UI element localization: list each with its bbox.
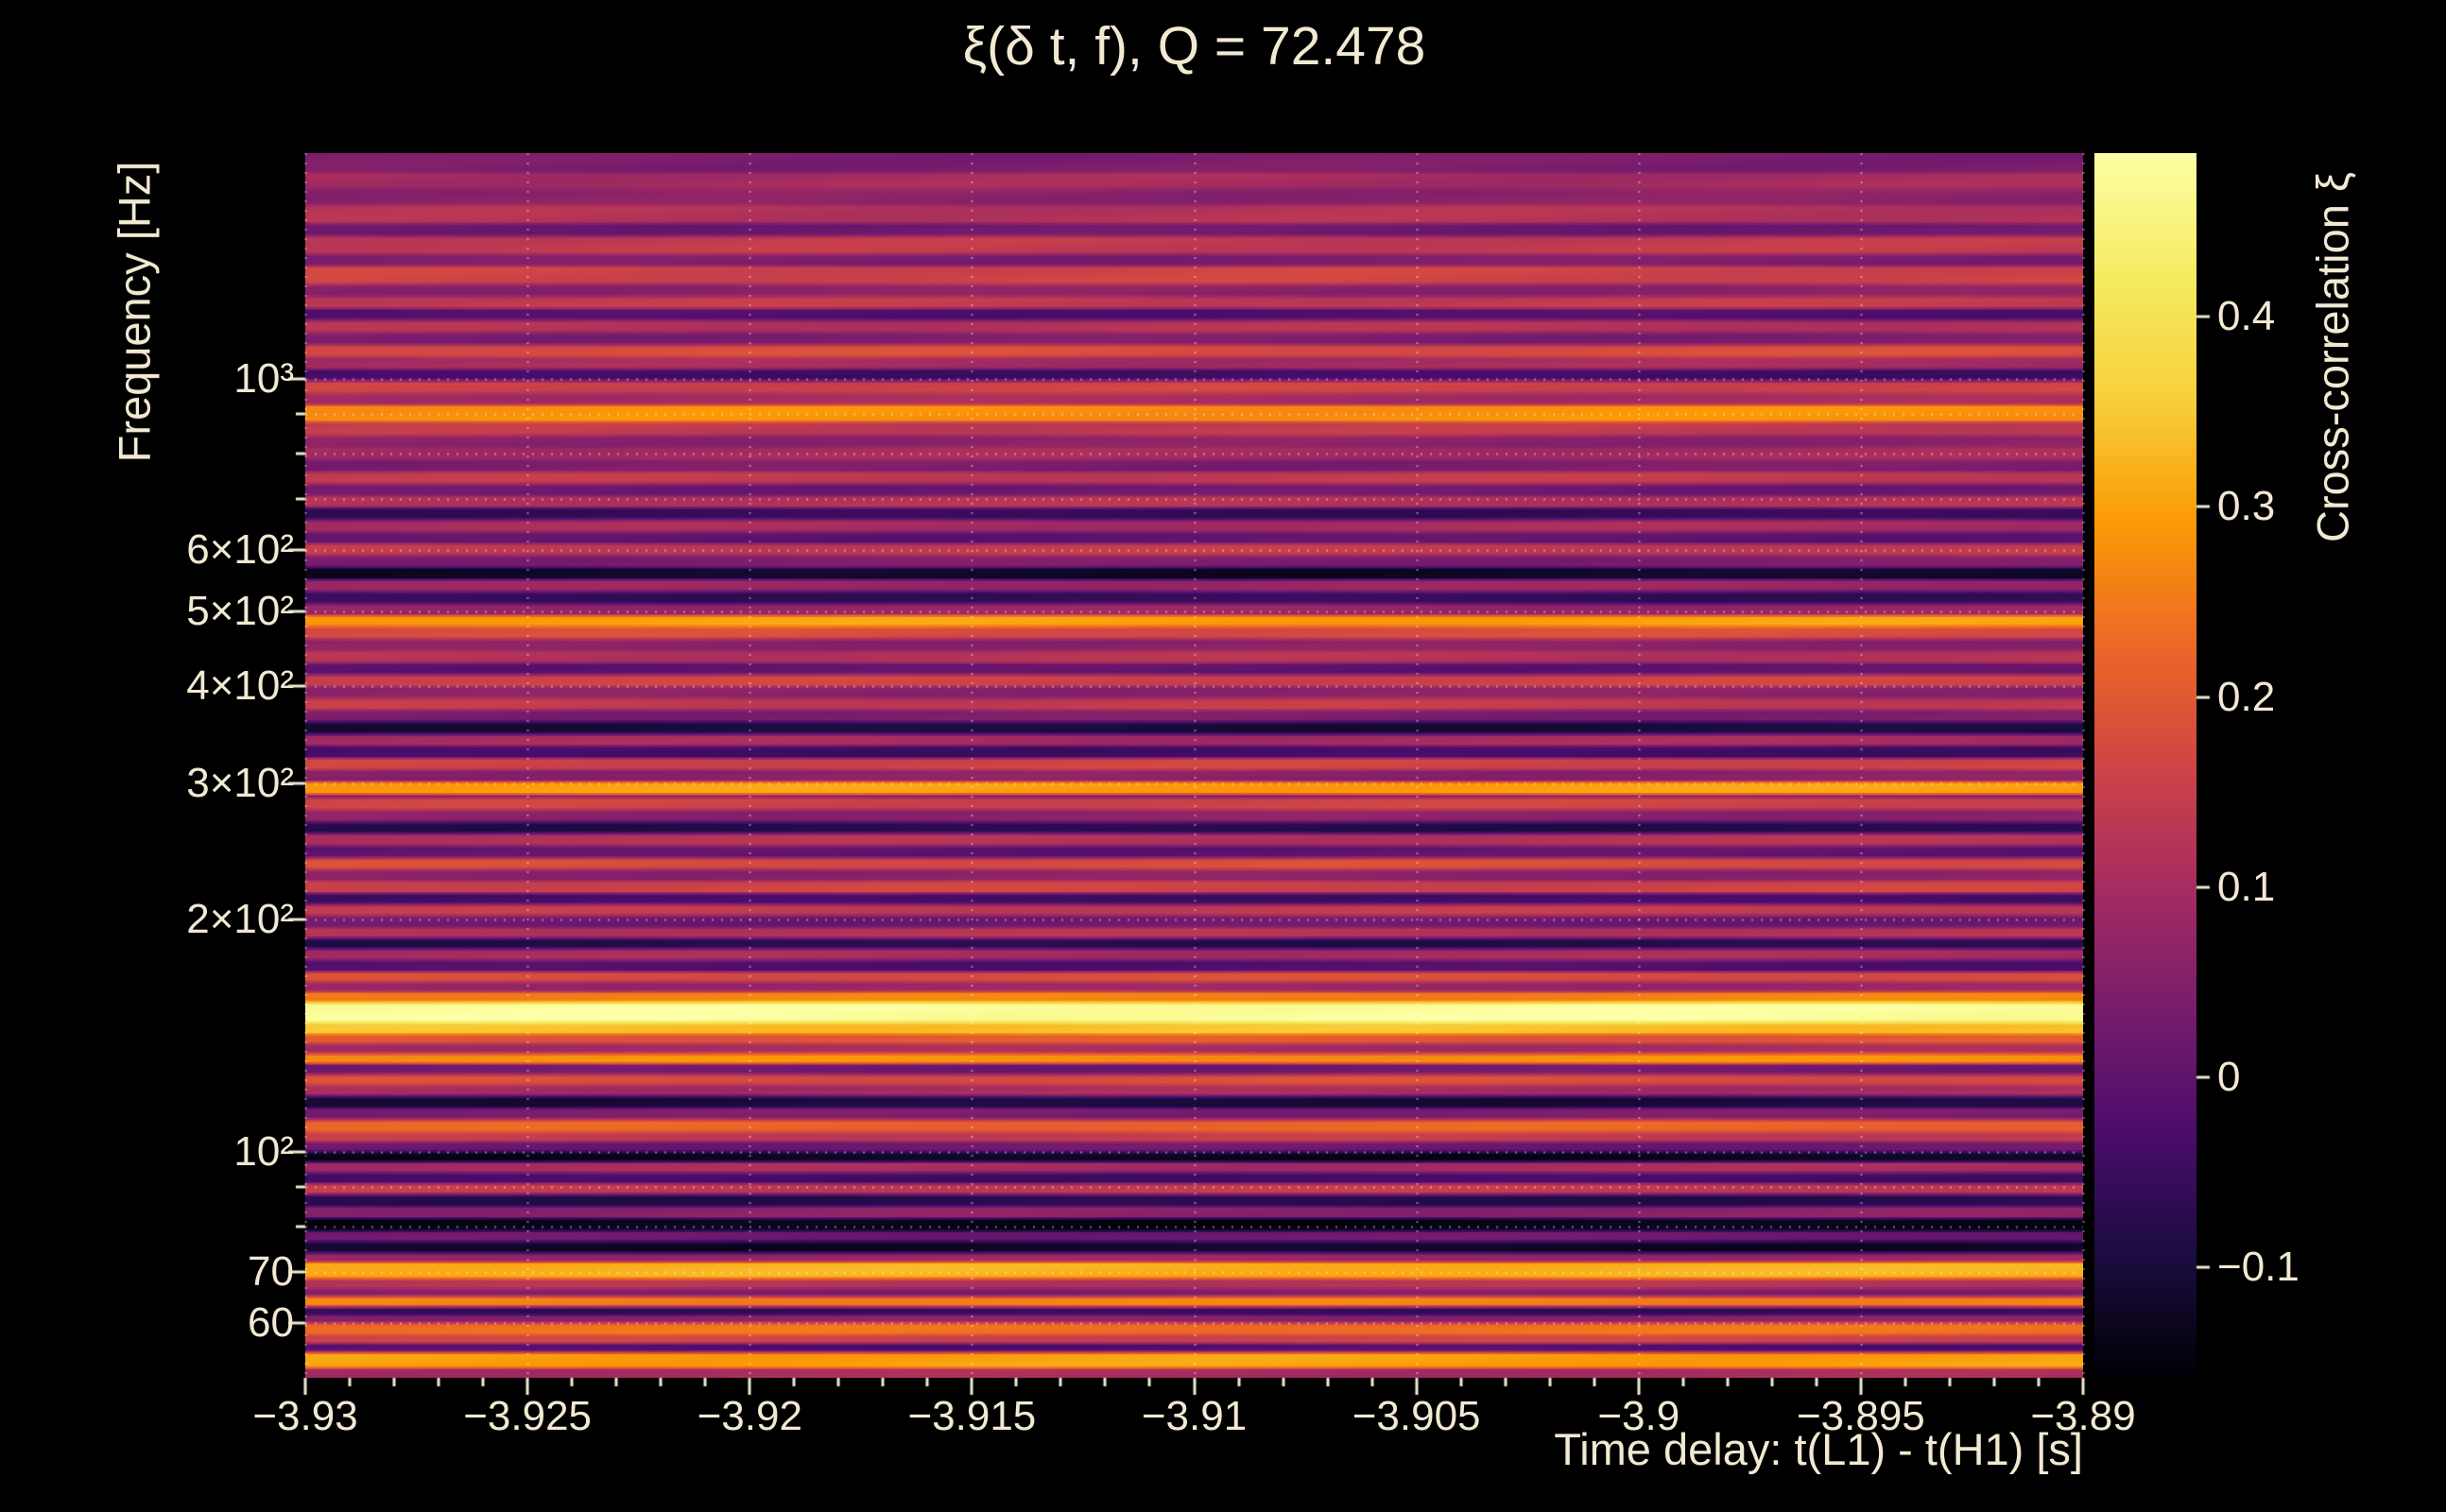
x-tick-label: −3.895 [1796, 1393, 1925, 1439]
x-tick-label: −3.92 [697, 1393, 802, 1439]
x-axis-label: Time delay: t(L1) - t(H1) [s] [1554, 1424, 2083, 1474]
colorbar-tick-label: 0.2 [2217, 673, 2276, 720]
y-axis-label: Frequency [Hz] [109, 161, 160, 463]
colorbar-tick-label: 0.4 [2217, 293, 2276, 340]
y-tick-label: 70 [248, 1247, 294, 1295]
y-tick-label: 2×10² [186, 895, 294, 942]
x-tick-label: −3.89 [2030, 1393, 2136, 1439]
y-tick-label: 6×10² [186, 526, 294, 574]
colorbar-tick-label: 0.1 [2217, 863, 2276, 910]
x-tick-label: −3.93 [252, 1393, 358, 1439]
colorbar-tick-label: 0.3 [2217, 483, 2276, 530]
y-tick-label: 10³ [233, 355, 294, 402]
y-tick-label: 10² [233, 1127, 294, 1175]
x-tick-label: −3.925 [463, 1393, 593, 1439]
y-tick-label: 3×10² [186, 759, 294, 806]
x-tick-label: −3.905 [1352, 1393, 1481, 1439]
x-tick-label: −3.9 [1597, 1393, 1680, 1439]
x-tick-label: −3.91 [1141, 1393, 1248, 1439]
chart-title: ξ(δ t, f), Q = 72.478 [962, 16, 1426, 77]
x-tick-label: −3.915 [907, 1393, 1037, 1439]
y-tick-label: 5×10² [186, 588, 294, 635]
heatmap-canvas [305, 153, 2083, 1378]
colorbar-tick-label: −0.1 [2217, 1244, 2300, 1291]
y-tick-label: 60 [248, 1299, 294, 1347]
colorbar-canvas [2094, 153, 2196, 1378]
y-tick-label: 4×10² [186, 662, 294, 710]
colorbar-tick-label: 0 [2217, 1054, 2241, 1101]
